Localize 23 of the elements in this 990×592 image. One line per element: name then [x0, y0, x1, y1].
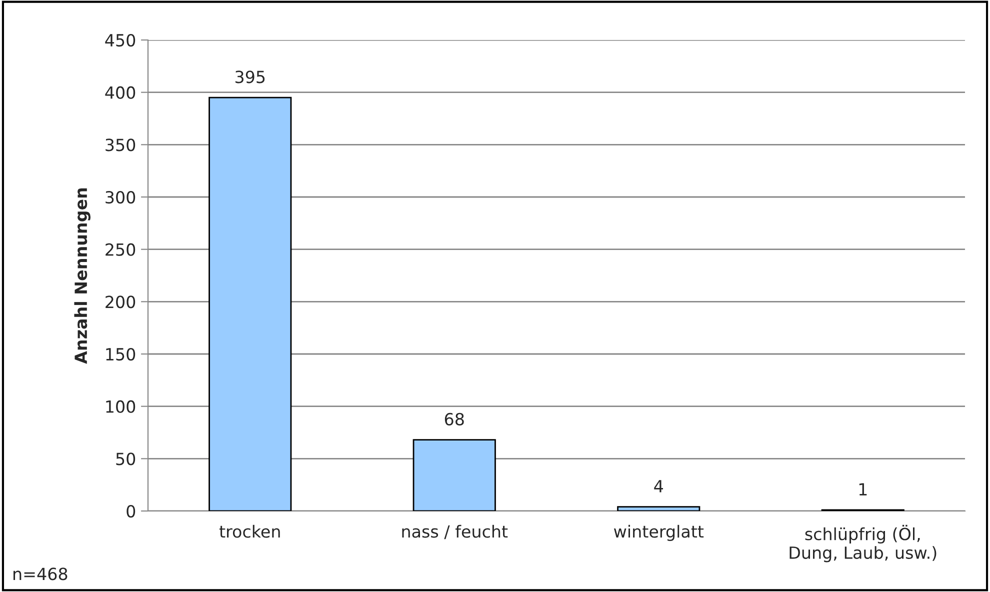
x-tick-label: trocken [219, 524, 280, 538]
y-tick-label: 300 [106, 190, 136, 204]
data-label: 68 [444, 412, 464, 426]
y-tick-label: 150 [106, 348, 136, 361]
bar [412, 439, 496, 511]
data-label: 395 [235, 70, 265, 84]
y-tick-label: 250 [106, 243, 136, 256]
data-label: 1 [859, 483, 867, 496]
y-tick-label: 100 [106, 400, 136, 413]
y-tick-label: 400 [105, 86, 136, 99]
bar [617, 506, 700, 511]
data-label: 4 [654, 480, 663, 492]
x-tick-label: nass / feucht [402, 524, 508, 540]
y-tick-label: 350 [106, 138, 136, 152]
y-tick-label: 450 [105, 34, 136, 47]
y-tick-label: 50 [116, 452, 136, 466]
y-tick-label: 200 [106, 296, 136, 308]
x-tick-label: winterglatt [614, 524, 704, 542]
y-tick-label: 0 [126, 504, 136, 518]
x-tick-label: schlüpfrig (Öl, Dung, Laub, usw.) [790, 524, 936, 562]
text: n=468 [14, 568, 68, 580]
y-axis-title: Anzahl Nennungen [74, 188, 90, 364]
bar [208, 96, 292, 511]
